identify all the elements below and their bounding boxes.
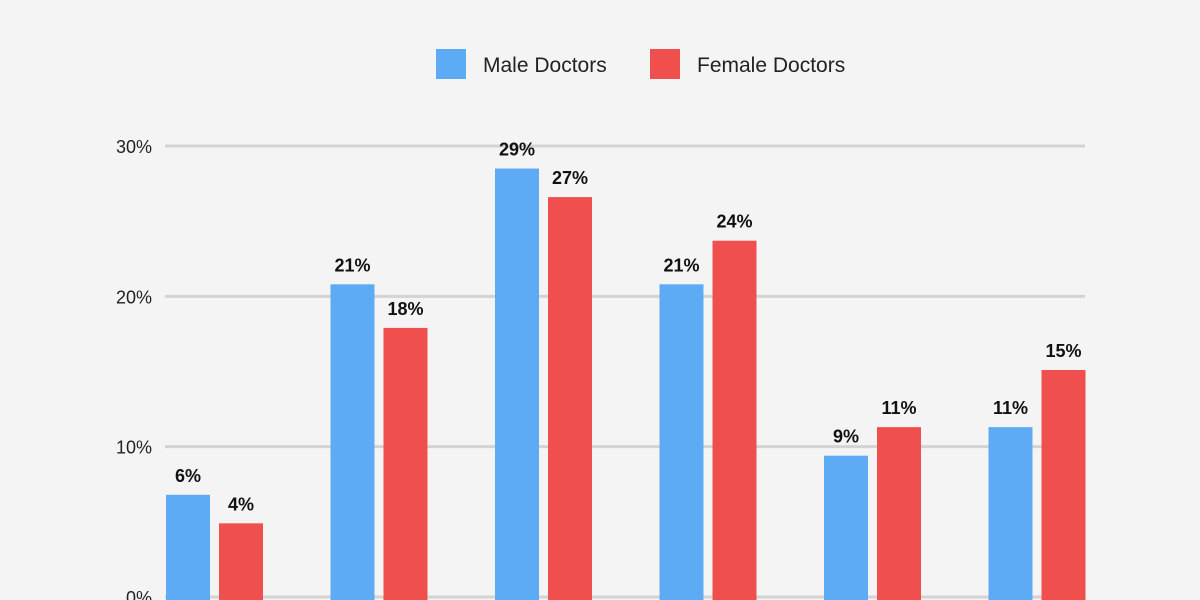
data-label-male-6: 11% [993,398,1028,418]
y-tick-label-0: 0% [126,588,152,600]
bar-female-2 [383,327,428,600]
y-tick-label-20: 20% [116,287,152,307]
y-tick-label-10: 10% [116,438,152,458]
data-label-male-5: 9% [833,427,859,447]
bars [166,168,1086,600]
data-label-female-6: 15% [1045,341,1081,361]
data-label-female-1: 4% [228,494,254,514]
data-label-female-2: 18% [387,299,423,319]
data-label-male-4: 21% [663,255,699,275]
legend-item-male-doctors: Male Doctors [436,49,607,79]
gridlines [165,144,1085,599]
legend: Male Doctors Female Doctors [436,49,845,79]
bar-male-4 [659,284,704,600]
bar-male-5 [824,455,868,600]
bar-female-4 [712,240,757,600]
bar-female-1 [219,523,263,600]
legend-swatch-male-doctors [436,49,466,79]
y-axis-labels: 0% 10% 20% 30% [116,137,152,600]
bar-male-2 [330,284,375,600]
bar-female-6 [1041,369,1086,600]
data-label-female-4: 24% [716,212,752,232]
data-label-male-2: 21% [334,255,370,275]
bar-female-5 [877,427,921,600]
bar-male-6 [988,427,1033,600]
y-tick-label-30: 30% [116,137,152,157]
legend-label-male-doctors: Male Doctors [483,54,607,77]
data-label-female-3: 27% [552,168,588,188]
bar-male-1 [166,494,210,600]
legend-label-female-doctors: Female Doctors [697,54,845,77]
data-label-male-3: 29% [499,140,535,160]
bar-male-3 [495,168,539,600]
data-label-male-1: 6% [175,466,201,486]
data-label-female-5: 11% [881,398,916,418]
legend-swatch-female-doctors [650,49,680,79]
legend-item-female-doctors: Female Doctors [650,49,845,79]
bar-female-3 [548,197,592,600]
data-labels: 6% 21% 29% 21% 9% 11% 4% 18% 27% 24% 11% 15% [175,140,1082,515]
